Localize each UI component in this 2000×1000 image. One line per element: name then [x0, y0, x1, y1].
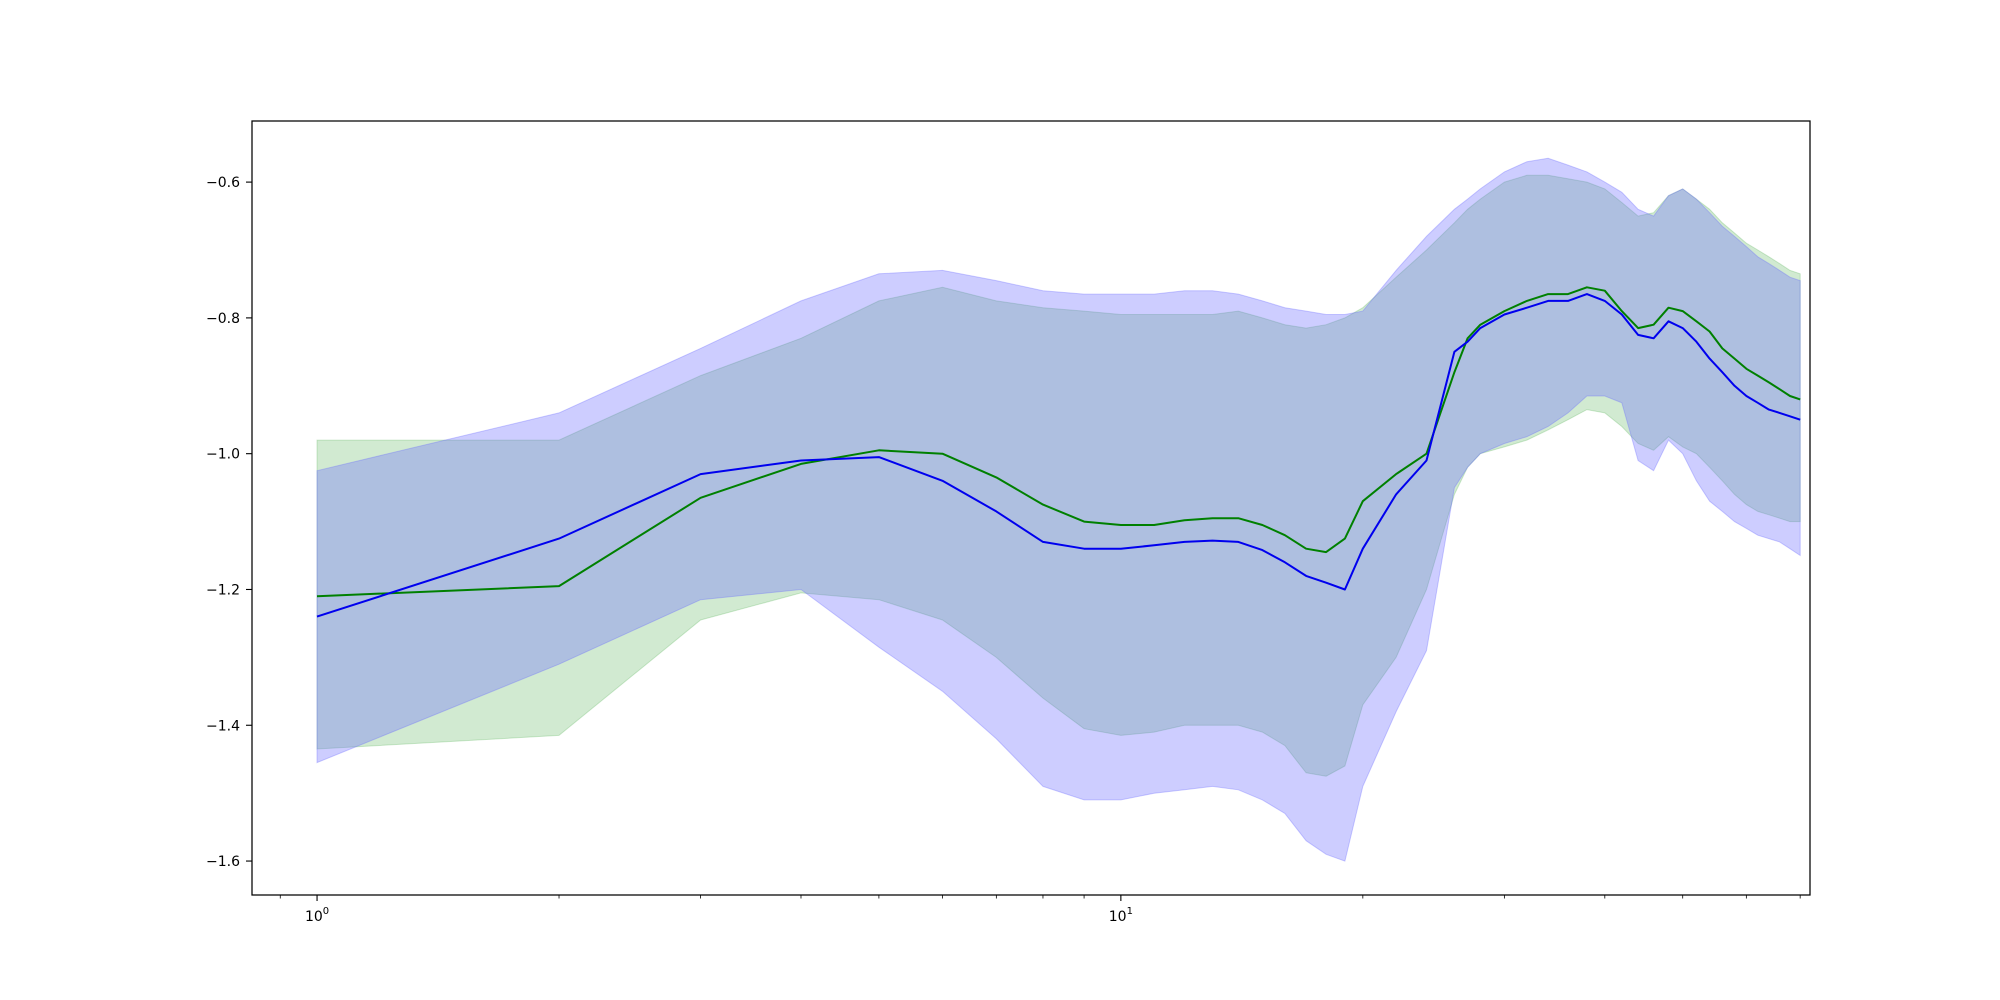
y-tick-label: −1.0: [206, 447, 240, 463]
x-tick-label: 101: [1109, 906, 1133, 925]
series-lines: [316, 286, 1801, 618]
series-1-band: [316, 174, 1801, 777]
y-tick-label: −1.6: [206, 854, 240, 870]
x-axis: 100 101: [279, 895, 1801, 925]
plot-area-frame: [251, 120, 1811, 896]
x-tick-label: 100: [305, 906, 329, 925]
y-tick-label: −0.6: [206, 175, 240, 191]
y-tick-label: −0.8: [206, 311, 240, 327]
y-tick-label: −1.2: [206, 582, 240, 598]
series-1-line: [316, 286, 1801, 598]
confidence-bands: [316, 157, 1801, 862]
series-2-line: [316, 293, 1801, 618]
y-tick-label: −1.4: [206, 718, 240, 734]
series-2-band: [316, 157, 1801, 862]
y-axis: −0.6 −0.8 −1.0 −1.2 −1.4 −1.6: [206, 175, 252, 870]
